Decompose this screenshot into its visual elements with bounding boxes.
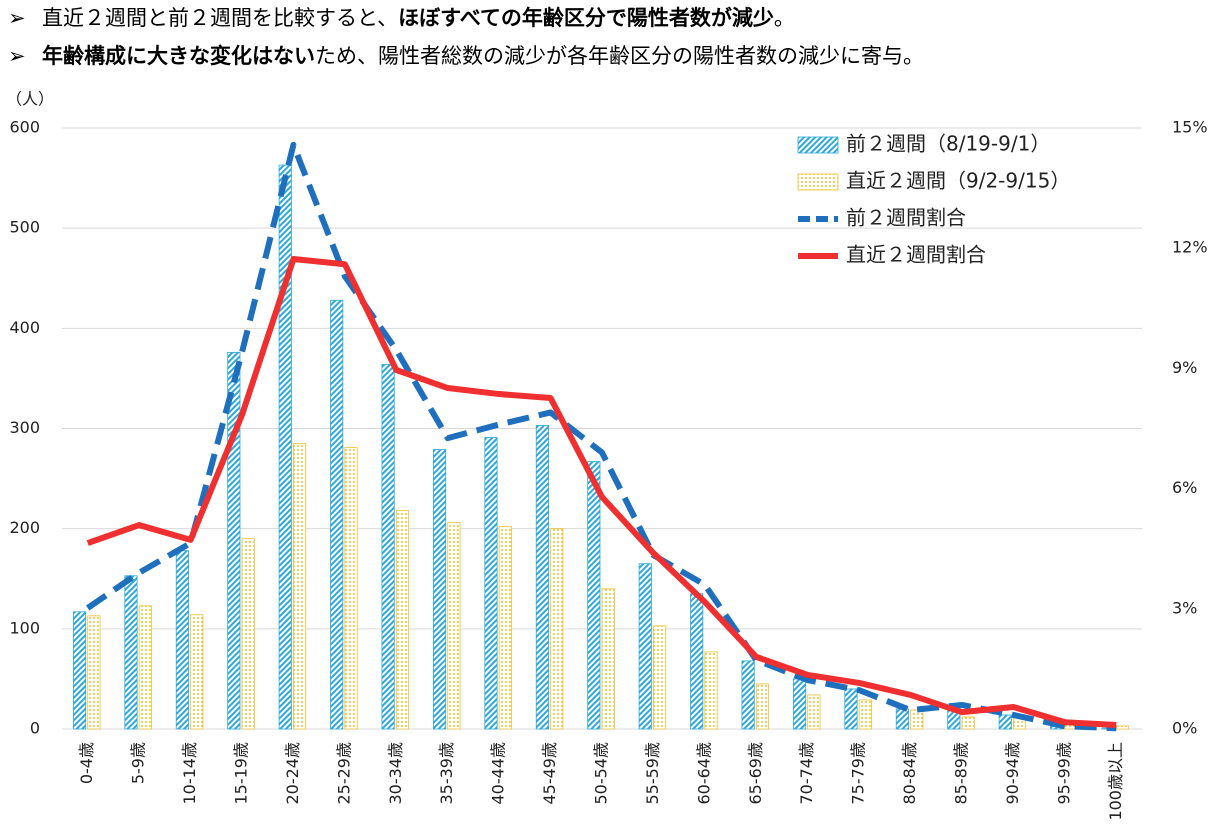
bullet-1: ➢ 直近２週間と前２週間を比較すると、ほぼすべての年齢区分で陽性者数が減少。 xyxy=(8,6,795,30)
bullet-segment: 。 xyxy=(773,6,795,30)
bullet-segment: 年齢構成に大きな変化はない xyxy=(42,44,315,68)
y-tick-label: 500 xyxy=(9,218,40,237)
bar xyxy=(535,425,549,730)
legend-swatch xyxy=(797,173,839,191)
y-tick-label: 400 xyxy=(9,318,40,337)
bar xyxy=(807,694,821,730)
bar xyxy=(844,688,858,730)
x-tick-label: 45-49歳 xyxy=(540,742,559,805)
x-tick-label: 5-9歳 xyxy=(129,742,148,784)
bar xyxy=(704,651,718,730)
bar xyxy=(293,443,307,730)
bullet-segment: ほぼすべての年齢区分で陽性者数が減少 xyxy=(398,6,774,30)
y-tick-label: 0 xyxy=(30,719,40,738)
bar xyxy=(344,447,358,730)
bar xyxy=(895,708,909,730)
bar xyxy=(910,709,924,730)
legend-label: 前２週間（8/19-9/1） xyxy=(846,132,1050,156)
bar xyxy=(241,538,255,730)
y-tick-label: 300 xyxy=(9,418,40,437)
bar xyxy=(653,625,667,730)
y2-tick-label: 9% xyxy=(1172,358,1197,377)
x-tick-label: 25-29歳 xyxy=(334,742,353,805)
bar xyxy=(961,716,975,730)
y-axis-label: （人） xyxy=(6,90,54,109)
bar xyxy=(741,660,755,730)
bar xyxy=(484,437,498,730)
legend-label: 前２週間割合 xyxy=(846,206,966,230)
y2-tick-label: 3% xyxy=(1172,598,1197,617)
bar xyxy=(381,363,395,730)
bar xyxy=(87,615,101,730)
bar xyxy=(601,588,615,730)
bar xyxy=(72,611,87,730)
chart: （人） 0 100 200 300 400 500 600 0% 3% 6% 9% 12% 15% 0-4… xyxy=(6,90,1208,821)
y2-tick-label: 0% xyxy=(1172,719,1197,738)
bar xyxy=(395,510,410,730)
bar xyxy=(690,593,704,730)
x-tick-label: 80-84歳 xyxy=(900,742,919,805)
x-tick-label: 70-74歳 xyxy=(797,742,816,805)
y-tick-label: 200 xyxy=(9,518,40,537)
legend-label: 直近２週間割合 xyxy=(846,243,986,267)
x-tick-label: 65-69歳 xyxy=(746,742,765,805)
line xyxy=(86,141,1117,732)
bar xyxy=(587,461,601,730)
bullet-text: 直近２週間と前２週間を比較すると、ほぼすべての年齢区分で陽性者数が減少。 xyxy=(42,6,795,30)
line xyxy=(86,256,1117,728)
bar xyxy=(755,683,770,730)
bar xyxy=(432,449,447,730)
y-tick-label: 600 xyxy=(9,118,40,137)
bar xyxy=(638,563,652,730)
y2-tick-label: 12% xyxy=(1172,238,1208,257)
bar xyxy=(330,299,344,730)
bar xyxy=(138,605,152,730)
bar xyxy=(190,614,204,730)
x-tick-label: 60-64歳 xyxy=(694,742,713,805)
x-tick-label: 95-99歳 xyxy=(1054,742,1073,805)
bar xyxy=(792,678,807,730)
bar xyxy=(998,714,1012,730)
bar xyxy=(447,522,461,730)
bar xyxy=(858,699,872,730)
x-tick-label: 85-89歳 xyxy=(952,742,971,805)
x-tick-label: 20-24歳 xyxy=(283,742,302,805)
x-tick-label: 35-39歳 xyxy=(437,742,456,805)
bar xyxy=(498,526,512,730)
bullet-segment: ため、陽性者総数の減少が各年齢区分の陽性者数の減少に寄与。 xyxy=(315,44,924,68)
x-tick-label: 55-59歳 xyxy=(643,742,662,805)
bar xyxy=(1115,725,1130,730)
legend-swatch xyxy=(797,136,839,154)
x-tick-label: 75-79歳 xyxy=(849,742,868,805)
bullet-segment: 直近２週間と前２週間を比較すると、 xyxy=(42,6,399,30)
x-tick-label: 50-54歳 xyxy=(592,742,611,805)
y2-tick-label: 15% xyxy=(1172,118,1208,137)
bar xyxy=(124,575,138,730)
bullet-text: 年齢構成に大きな変化はないため、陽性者総数の減少が各年齢区分の陽性者数の減少に寄… xyxy=(42,44,924,68)
y-tick-label: 100 xyxy=(9,618,40,637)
x-tick-label: 10-14歳 xyxy=(180,742,199,805)
legend-label: 直近２週間（9/2-9/15） xyxy=(846,169,1070,193)
bar xyxy=(550,528,564,730)
x-tick-label: 40-44歳 xyxy=(489,742,508,805)
x-tick-label: 100歳以上 xyxy=(1106,742,1125,821)
x-tick-label: 90-94歳 xyxy=(1003,742,1022,805)
x-tick-label: 15-19歳 xyxy=(232,742,251,805)
bar xyxy=(175,550,189,730)
bar xyxy=(278,164,292,730)
x-tick-label: 30-34歳 xyxy=(386,742,405,805)
y2-tick-label: 6% xyxy=(1172,478,1197,497)
bullet-2: ➢ 年齢構成に大きな変化はないため、陽性者総数の減少が各年齢区分の陽性者数の減少に… xyxy=(8,44,924,68)
x-tick-label: 0-4歳 xyxy=(77,742,96,784)
